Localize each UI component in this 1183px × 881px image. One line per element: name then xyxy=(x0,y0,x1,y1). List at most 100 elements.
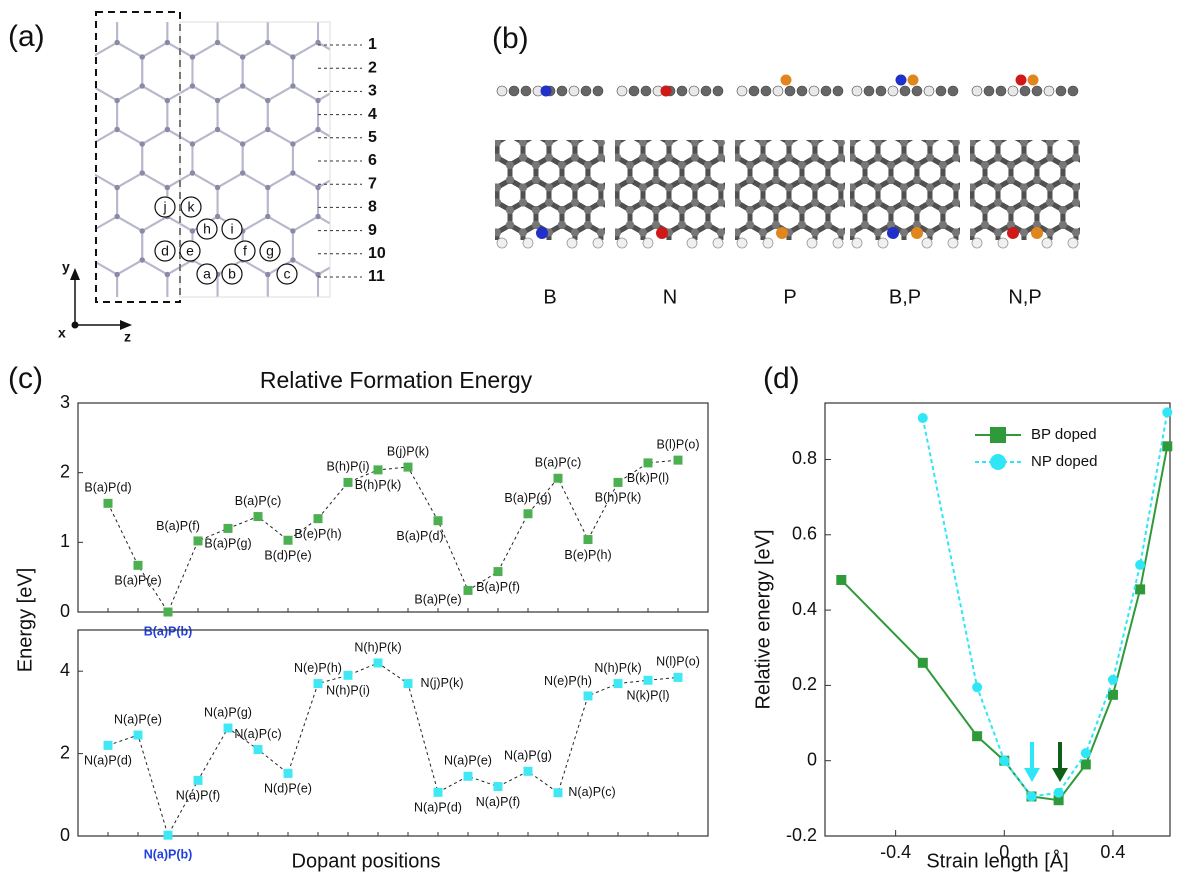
data-point xyxy=(554,788,563,797)
figure: (a) (b) (c) (d) y x z Relative Formation… xyxy=(0,0,1183,881)
data-label: B(a)P(e) xyxy=(114,574,161,588)
atom xyxy=(626,161,634,169)
atom xyxy=(822,244,830,252)
atom xyxy=(480,206,488,214)
atom xyxy=(942,139,950,147)
side-atom xyxy=(888,86,898,96)
atom xyxy=(39,257,44,262)
data-point xyxy=(464,586,473,595)
data-label: N(a)P(c) xyxy=(234,727,281,741)
atom xyxy=(366,11,371,16)
atom xyxy=(441,170,446,175)
atom xyxy=(981,206,989,214)
atom xyxy=(190,315,195,320)
dopant xyxy=(911,227,923,239)
dopant-side xyxy=(541,86,552,97)
site-label: h xyxy=(203,221,211,237)
bond xyxy=(92,43,142,101)
chart-title: Relative Formation Energy xyxy=(260,367,533,393)
atom xyxy=(290,257,295,262)
data-label: N(h)P(i) xyxy=(326,684,370,698)
atom xyxy=(140,0,145,2)
atom xyxy=(416,98,421,103)
atom xyxy=(341,0,346,2)
atom xyxy=(704,221,712,229)
bond xyxy=(243,130,293,188)
atom xyxy=(720,161,728,169)
data-point xyxy=(134,561,143,570)
atom xyxy=(467,154,475,162)
atom xyxy=(955,206,963,214)
atom xyxy=(64,40,69,45)
atom xyxy=(929,131,937,139)
atom xyxy=(639,199,647,207)
atom xyxy=(391,0,396,2)
atom xyxy=(366,11,371,16)
data-label: B(h)P(k) xyxy=(595,491,642,505)
atom xyxy=(140,344,145,349)
atom xyxy=(874,154,882,162)
atom xyxy=(480,176,488,184)
atom xyxy=(900,139,908,147)
atom xyxy=(678,161,686,169)
atom xyxy=(720,206,728,214)
atom xyxy=(165,185,170,190)
atom xyxy=(717,154,725,162)
atom xyxy=(1033,206,1041,214)
atom xyxy=(64,214,69,219)
atom xyxy=(939,131,947,139)
atom xyxy=(140,170,145,175)
atom xyxy=(717,139,725,147)
atom xyxy=(759,199,767,207)
atom xyxy=(467,184,475,192)
dopant-side xyxy=(896,75,907,86)
hydrogen xyxy=(593,238,603,248)
atom xyxy=(240,344,245,349)
data-point xyxy=(614,478,623,487)
data-point xyxy=(494,567,503,576)
atom xyxy=(341,315,346,320)
atom xyxy=(506,131,514,139)
data-line xyxy=(841,446,1167,800)
atom xyxy=(600,206,608,214)
atom xyxy=(366,359,371,364)
atom xyxy=(467,199,475,207)
atom xyxy=(14,185,19,190)
bond xyxy=(192,43,242,101)
data-label: N(a)P(f) xyxy=(476,795,520,809)
data-point xyxy=(972,731,982,741)
atom xyxy=(887,131,895,139)
data-point xyxy=(224,524,233,533)
atom xyxy=(981,251,989,259)
hydrogen xyxy=(687,238,697,248)
bond xyxy=(293,304,343,362)
atom xyxy=(441,257,446,262)
atom xyxy=(704,176,712,184)
atom xyxy=(746,176,754,184)
atom xyxy=(665,244,673,252)
data-point xyxy=(494,782,503,791)
data-point xyxy=(674,673,683,682)
atom xyxy=(952,154,960,162)
atom xyxy=(64,127,69,132)
atom xyxy=(467,184,475,192)
atom xyxy=(600,221,608,229)
atom xyxy=(707,139,715,147)
side-atom xyxy=(617,86,627,96)
hydrogen xyxy=(833,238,843,248)
atom xyxy=(584,131,592,139)
atom xyxy=(939,251,947,259)
bond xyxy=(192,304,242,362)
atom xyxy=(39,257,44,262)
atom xyxy=(165,359,170,364)
row-label: 8 xyxy=(368,199,377,216)
bond xyxy=(218,86,268,144)
atom xyxy=(900,229,908,237)
atom xyxy=(613,184,621,192)
data-label: B(k)P(l) xyxy=(627,471,669,485)
atom xyxy=(610,206,618,214)
bond xyxy=(167,86,217,144)
atom xyxy=(1007,251,1015,259)
data-point xyxy=(972,682,982,692)
atom xyxy=(981,161,989,169)
